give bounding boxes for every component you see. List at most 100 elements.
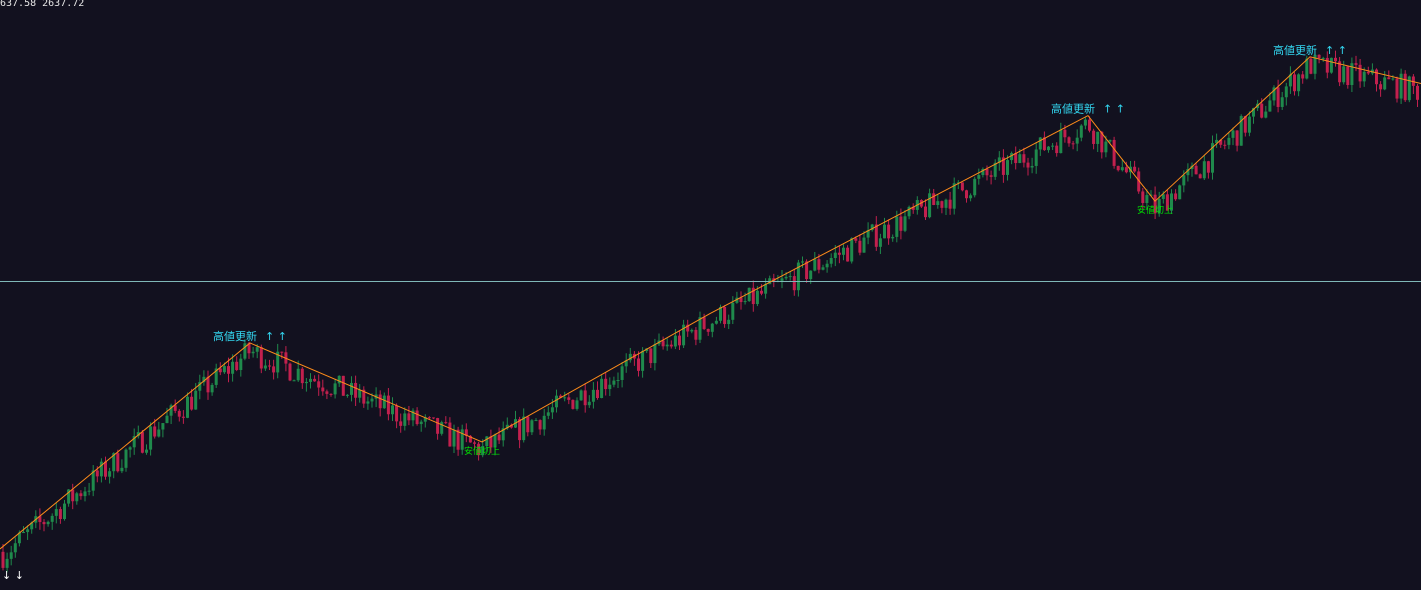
- candle-body: [210, 384, 214, 393]
- candle-body: [366, 401, 370, 404]
- candle-body: [30, 522, 34, 530]
- candle-body: [706, 328, 710, 332]
- candle: [579, 389, 583, 401]
- candle-body: [579, 390, 583, 401]
- candle-body: [1211, 143, 1214, 173]
- candle: [1272, 85, 1276, 106]
- candle-body: [989, 175, 993, 177]
- candle-body: [1018, 154, 1022, 164]
- candle-body: [259, 347, 263, 369]
- candle-body: [1239, 116, 1243, 146]
- candle-body: [181, 416, 185, 418]
- candle-body: [198, 382, 202, 391]
- candle-body: [243, 343, 247, 359]
- candle: [571, 399, 575, 410]
- candle-body: [608, 384, 612, 390]
- candle-body: [1354, 63, 1358, 65]
- candle-body: [1358, 64, 1362, 82]
- candle-body: [427, 417, 431, 419]
- candle: [604, 372, 608, 396]
- candle: [333, 378, 337, 399]
- candle: [280, 351, 284, 359]
- candle: [239, 353, 243, 377]
- zigzag-line: [0, 56, 1421, 550]
- candle: [965, 189, 968, 203]
- candle: [145, 444, 148, 455]
- candle-body: [997, 157, 1001, 163]
- candle-body: [79, 493, 83, 497]
- candle-body: [407, 413, 411, 421]
- candle-body: [673, 335, 677, 347]
- candle-body: [546, 412, 550, 416]
- candle: [952, 177, 956, 215]
- candle-body: [1178, 185, 1182, 200]
- candle: [870, 223, 874, 232]
- candle-body: [42, 522, 46, 525]
- candle: [329, 393, 333, 397]
- candle-body: [1116, 165, 1120, 171]
- candle-body: [1334, 57, 1337, 62]
- candle: [350, 376, 353, 402]
- candle-body: [1407, 76, 1411, 101]
- candle: [259, 344, 263, 374]
- candle-body: [87, 490, 91, 492]
- candle-body: [1252, 108, 1255, 117]
- candle: [13, 537, 17, 558]
- candle: [1079, 124, 1083, 142]
- candle: [792, 268, 796, 296]
- candle-body: [714, 320, 718, 324]
- candle-body: [907, 206, 911, 217]
- candle: [120, 459, 124, 474]
- candle-body: [878, 238, 882, 247]
- candle: [468, 434, 472, 443]
- candle: [1313, 48, 1317, 80]
- candle: [596, 381, 599, 400]
- candle-body: [403, 413, 407, 426]
- candle-body: [99, 461, 103, 477]
- candle-body: [104, 461, 107, 477]
- candle-body: [956, 182, 960, 184]
- candle: [423, 414, 427, 428]
- candle: [936, 194, 940, 209]
- candle: [641, 347, 645, 378]
- candle: [714, 316, 718, 325]
- candle: [1247, 111, 1251, 137]
- candle-body: [473, 442, 476, 444]
- candle-body: [948, 199, 952, 209]
- candle-body: [1366, 71, 1370, 74]
- candle: [686, 319, 690, 337]
- candle: [608, 377, 612, 397]
- candle: [63, 499, 66, 521]
- candle-body: [5, 558, 9, 568]
- candle: [1243, 115, 1247, 137]
- candle: [214, 363, 218, 388]
- candle: [1223, 140, 1227, 150]
- candle-body: [1165, 194, 1169, 211]
- candle: [309, 373, 312, 389]
- candle-body: [1346, 66, 1350, 86]
- candle-body: [965, 190, 968, 199]
- candle-body: [1141, 191, 1145, 204]
- candle-body: [58, 509, 62, 520]
- candle-body: [1350, 63, 1354, 86]
- candle-body: [292, 380, 296, 382]
- candle: [1239, 114, 1243, 146]
- candle: [452, 424, 456, 453]
- candle: [997, 151, 1001, 171]
- annotation-up-arrows: ↑ ↑: [265, 330, 287, 343]
- candle-body: [1088, 119, 1091, 131]
- candle: [1211, 135, 1214, 180]
- candle: [1190, 162, 1194, 177]
- candle-body: [145, 449, 148, 453]
- candle-body: [231, 361, 235, 374]
- candle-body: [190, 396, 194, 410]
- candle-body: [1190, 165, 1194, 170]
- candle-body: [268, 365, 271, 367]
- candle: [104, 456, 107, 480]
- candle: [227, 357, 230, 383]
- candle-body: [846, 247, 850, 262]
- candle-body: [354, 382, 358, 398]
- candle-body: [456, 429, 460, 450]
- candle-body: [481, 446, 485, 456]
